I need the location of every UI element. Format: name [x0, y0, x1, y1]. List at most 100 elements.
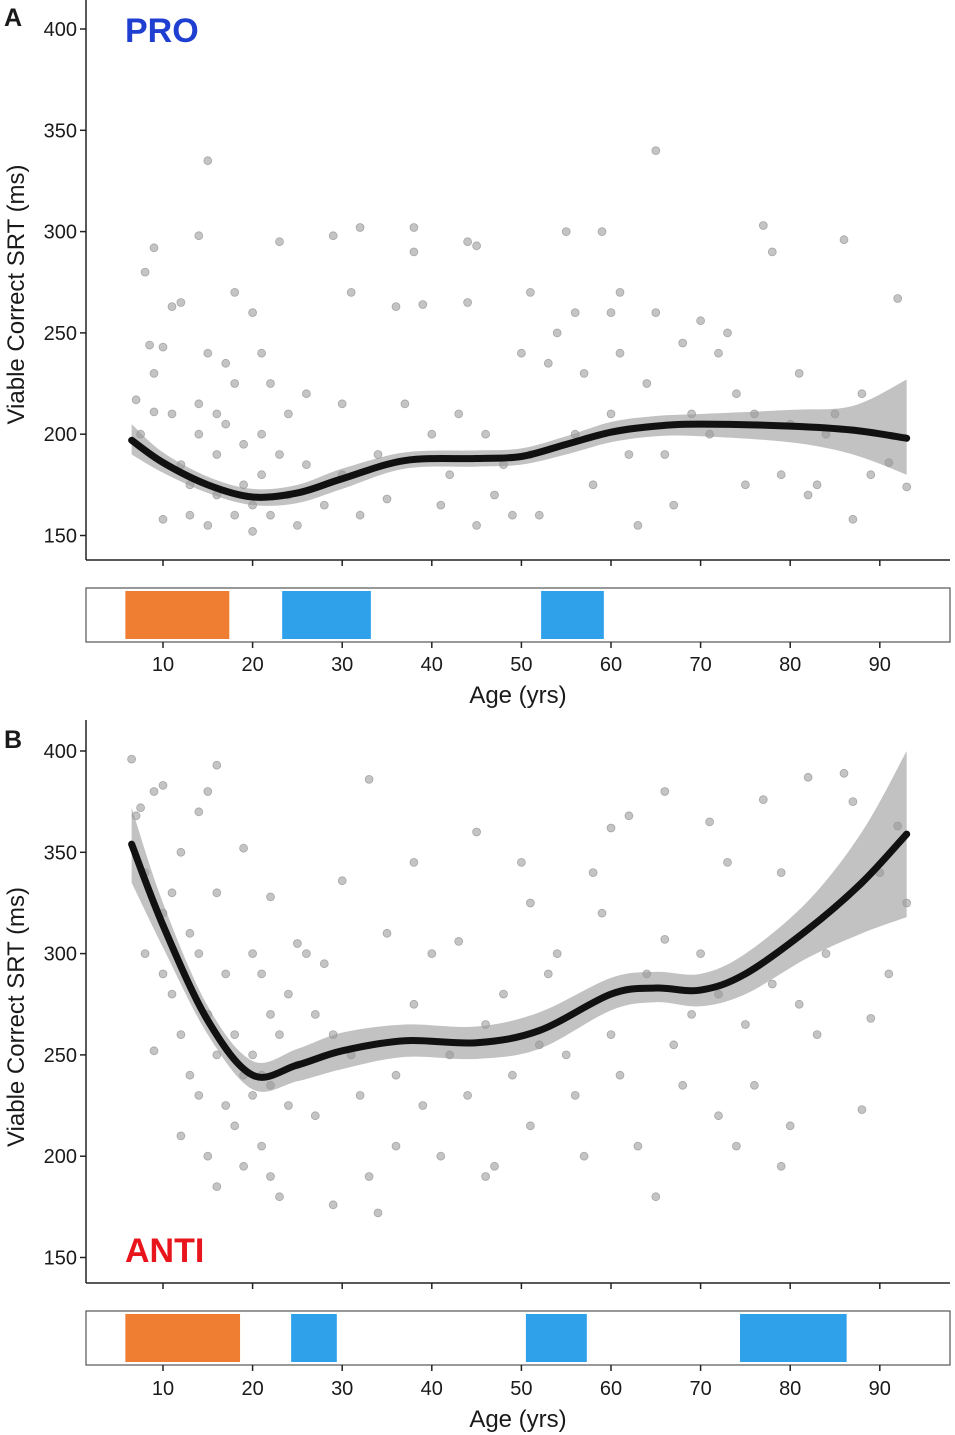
- data-point: [499, 989, 508, 999]
- data-point: [732, 389, 741, 399]
- data-point: [167, 989, 177, 999]
- data-point: [158, 969, 168, 979]
- data-point: [176, 1030, 186, 1039]
- data-point: [292, 521, 302, 530]
- data-point: [723, 858, 732, 867]
- data-point: [624, 450, 634, 459]
- data-point: [526, 287, 535, 297]
- data-point: [212, 409, 222, 419]
- data-point: [660, 787, 670, 796]
- data-point: [812, 1030, 822, 1039]
- confidence-band: [131, 751, 907, 1092]
- data-point: [696, 316, 705, 326]
- age-band: [541, 591, 604, 639]
- data-point: [136, 803, 146, 813]
- x-tick-label: 40: [421, 1378, 443, 1400]
- data-point: [687, 1010, 696, 1019]
- data-point: [409, 858, 419, 867]
- data-point: [508, 1070, 517, 1080]
- smooth-fit-line: [128, 420, 911, 501]
- data-point: [848, 797, 858, 806]
- x-tick-label: 10: [152, 654, 174, 676]
- x-tick-label: 20: [241, 654, 263, 676]
- data-point: [230, 1121, 240, 1131]
- data-point: [776, 470, 786, 480]
- data-point: [239, 1161, 249, 1171]
- data-point: [821, 949, 831, 958]
- data-point: [794, 368, 804, 378]
- x-tick-label: 20: [241, 1378, 263, 1400]
- data-point: [158, 342, 168, 352]
- data-point: [454, 409, 464, 419]
- data-point: [167, 888, 177, 898]
- y-tick-label: 250: [44, 323, 77, 345]
- data-point: [866, 1014, 876, 1023]
- data-point: [257, 470, 267, 480]
- panel-a: A PRO Viable Correct SRT (ms) 150 200 250 300 3…: [3, 0, 951, 709]
- data-point: [145, 340, 155, 350]
- data-point: [427, 949, 437, 958]
- data-point: [508, 510, 517, 520]
- data-point: [803, 490, 813, 500]
- age-band: [125, 591, 230, 639]
- data-point: [391, 1141, 401, 1151]
- panel-title: ANTI: [125, 1232, 204, 1270]
- x-tick-label: 10: [152, 1378, 174, 1400]
- data-point: [149, 407, 159, 417]
- data-point: [669, 1040, 679, 1050]
- data-point: [561, 227, 571, 237]
- x-tick-label: 30: [331, 654, 353, 676]
- data-point: [319, 959, 329, 969]
- data-point: [221, 1101, 231, 1110]
- data-point: [409, 999, 419, 1009]
- y-tick-label: 200: [44, 424, 77, 446]
- data-point: [866, 470, 876, 480]
- data-point: [301, 389, 311, 399]
- y-tick-label: 150: [44, 526, 77, 548]
- x-tick-label: 70: [689, 654, 711, 676]
- data-point: [266, 379, 275, 388]
- data-point: [884, 969, 894, 979]
- scatter-points: [127, 754, 912, 1218]
- data-point: [552, 328, 562, 338]
- data-point: [239, 843, 249, 853]
- y-tick-label: 350: [44, 120, 77, 142]
- data-point: [194, 807, 204, 817]
- data-point: [364, 1172, 374, 1181]
- data-point: [221, 358, 231, 368]
- data-point: [714, 1111, 723, 1121]
- data-point: [606, 1030, 616, 1039]
- age-band: [125, 1314, 241, 1362]
- data-point: [472, 827, 482, 837]
- data-point: [194, 231, 204, 241]
- data-point: [454, 937, 464, 946]
- y-tick-label: 400: [44, 19, 77, 41]
- x-axis-label: Age (yrs): [469, 1406, 566, 1433]
- data-point: [167, 409, 177, 419]
- data-point: [723, 328, 732, 338]
- data-point: [257, 429, 267, 439]
- data-point: [149, 787, 159, 796]
- data-point: [794, 999, 804, 1009]
- data-point: [275, 237, 284, 247]
- data-point: [283, 989, 293, 999]
- data-point: [857, 1105, 867, 1114]
- age-band: [282, 591, 371, 639]
- data-point: [203, 348, 213, 358]
- data-point: [741, 480, 750, 490]
- data-point: [131, 395, 141, 405]
- y-tick-label: 400: [44, 741, 77, 763]
- data-point: [158, 781, 168, 790]
- data-point: [194, 949, 204, 958]
- data-point: [812, 480, 822, 490]
- data-point: [355, 1091, 365, 1100]
- data-point: [194, 429, 204, 439]
- x-tick-label: 30: [331, 1378, 353, 1400]
- x-tick-label: 70: [689, 1378, 711, 1400]
- data-point: [490, 490, 499, 500]
- panel-letter: B: [4, 726, 22, 754]
- data-point: [355, 510, 365, 520]
- x-tick-label: 80: [779, 654, 801, 676]
- data-point: [651, 1192, 661, 1202]
